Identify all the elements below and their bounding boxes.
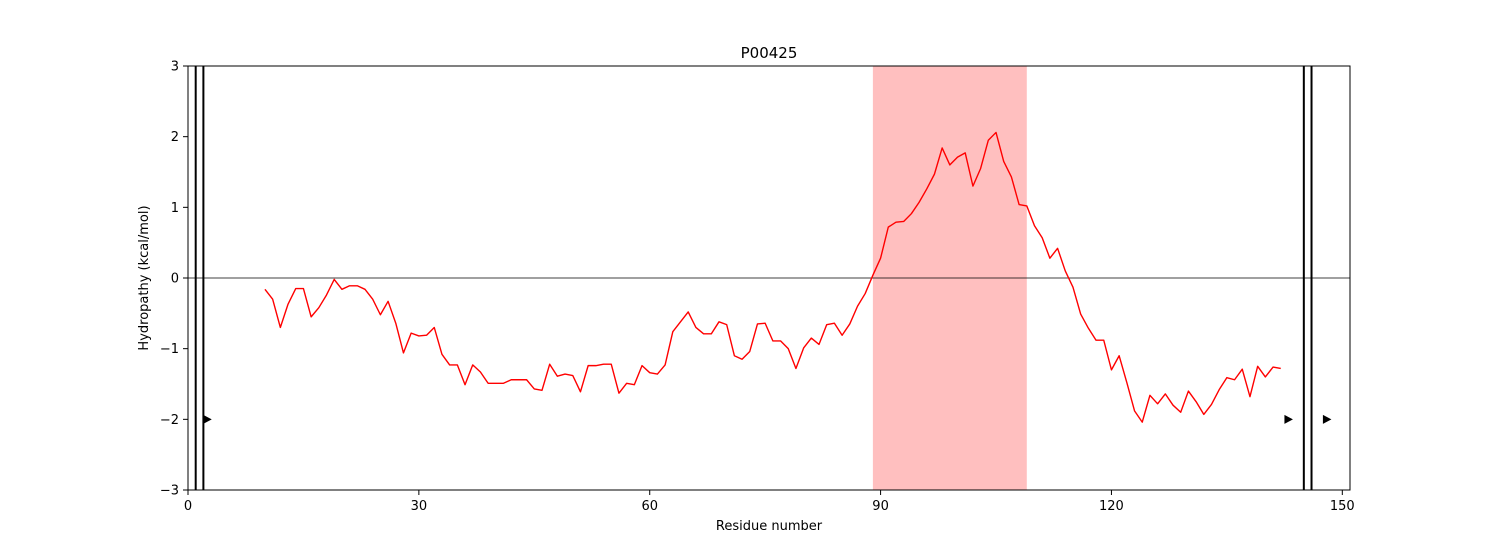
triangle-marker-0 xyxy=(203,414,212,424)
y-tick-label: 3 xyxy=(171,60,179,75)
y-tick-label: −3 xyxy=(160,484,179,499)
x-axis-label: Residue number xyxy=(716,519,823,534)
x-tick-label: 90 xyxy=(872,499,889,514)
x-tick-label: 150 xyxy=(1330,499,1355,514)
x-tick-label: 120 xyxy=(1099,499,1124,514)
x-tick-label: 0 xyxy=(184,499,192,514)
y-tick-label: −2 xyxy=(160,413,179,428)
triangle-marker-1 xyxy=(1284,414,1293,424)
x-tick-label: 60 xyxy=(641,499,658,514)
y-tick-label: 0 xyxy=(171,272,179,287)
series-line-0 xyxy=(264,131,1281,423)
plot-area: 0 30 60 90 120 150 −3 −2 −1 0 1 2 3 xyxy=(160,60,1355,515)
y-tick-label: −1 xyxy=(160,342,179,357)
y-tick-label: 1 xyxy=(171,201,179,216)
y-tick-label: 2 xyxy=(171,130,179,145)
x-tick-label: 30 xyxy=(411,499,428,514)
triangle-marker-2 xyxy=(1322,414,1332,424)
chart-title: P00425 xyxy=(741,44,798,62)
y-axis-label: Hydropathy (kcal/mol) xyxy=(137,205,152,350)
